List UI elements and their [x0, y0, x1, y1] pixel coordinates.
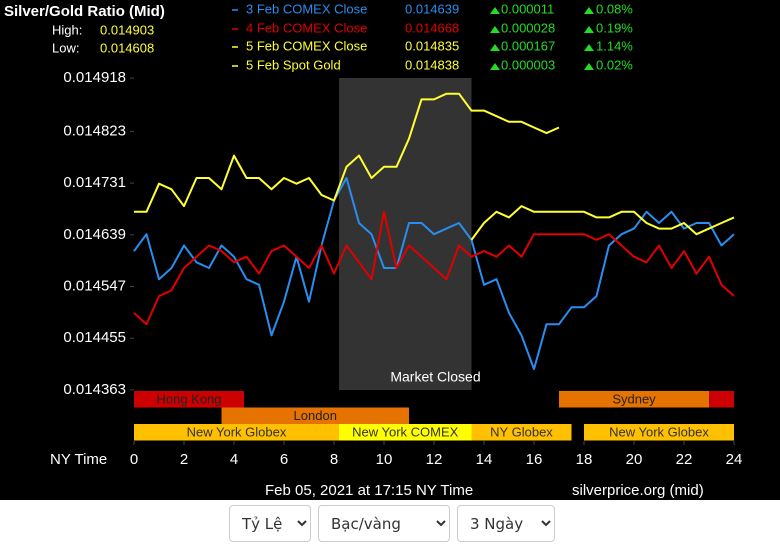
series-line — [133, 210, 735, 326]
chart-title: Silver/Gold Ratio (Mid) — [4, 3, 165, 20]
y-tick-label: 0.014455 — [63, 329, 126, 346]
y-tick-label: 0.014363 — [63, 381, 126, 398]
legend-change: 0.000167 — [501, 38, 555, 53]
session-label: NY Globex — [490, 425, 553, 440]
legend-change: 0.000011 — [501, 1, 554, 16]
y-tick-label: 0.014547 — [63, 277, 126, 294]
market-closed-label: Market Closed — [390, 369, 480, 385]
session-bar — [584, 424, 734, 441]
legend-change: 0.000003 — [501, 57, 555, 72]
high-label: High: — [52, 22, 82, 37]
legend-name: 4 Feb COMEX Close — [246, 20, 367, 35]
legend-pct: 1.14% — [596, 38, 633, 53]
x-tick-label: 6 — [280, 451, 288, 468]
footer-source: silverprice.org (mid) — [572, 482, 704, 499]
session-bar — [221, 407, 409, 424]
x-tick-label: 0 — [130, 451, 138, 468]
select-range[interactable]: 3 Ngày — [457, 505, 555, 542]
up-arrow — [584, 44, 594, 51]
session-bar — [134, 391, 244, 408]
legend-name: 5 Feb Spot Gold — [246, 57, 341, 72]
legend-name: 5 Feb COMEX Close — [246, 38, 367, 53]
legend-pct: 0.02% — [596, 57, 633, 72]
legend-close: 0.014835 — [405, 38, 459, 53]
legend-change: 0.000028 — [501, 20, 555, 35]
legend-close: 0.014668 — [405, 20, 459, 35]
up-arrow — [490, 26, 500, 33]
session-bar — [134, 424, 339, 441]
low-label: Low: — [52, 40, 79, 55]
series-line — [133, 177, 735, 371]
select-metal[interactable]: Bạc/vàng — [318, 505, 450, 542]
legend-close: 0.014639 — [405, 1, 459, 16]
x-tick-label: 16 — [526, 451, 543, 468]
session-bar — [471, 424, 572, 441]
y-tick-label: 0.014823 — [63, 122, 126, 139]
session-label: London — [294, 408, 337, 423]
legend-name: 3 Feb COMEX Close — [246, 1, 367, 16]
x-tick-label: 24 — [726, 451, 743, 468]
x-tick-label: 12 — [426, 451, 443, 468]
controls: Tỷ Lệ Bạc/vàng 3 Ngày — [229, 505, 555, 542]
y-tick-label: 0.014639 — [63, 226, 126, 243]
session-label: Hong Kong — [156, 392, 221, 407]
up-arrow — [490, 63, 500, 70]
high-value: 0.014903 — [100, 22, 154, 37]
session-bar — [559, 391, 709, 408]
up-arrow — [584, 7, 594, 14]
session-bar — [339, 424, 472, 441]
session-label: New York COMEX — [352, 425, 459, 440]
session-label: Sydney — [612, 392, 656, 407]
low-value: 0.014608 — [100, 40, 154, 55]
chart: Silver/Gold Ratio (Mid) High: 0.014903 L… — [0, 0, 780, 500]
legend-pct: 0.19% — [596, 20, 633, 35]
footer-date: Feb 05, 2021 at 17:15 NY Time — [265, 482, 473, 499]
x-tick-label: 8 — [330, 451, 338, 468]
up-arrow — [490, 44, 500, 51]
x-axis-label: NY Time — [50, 451, 107, 468]
session-label: New York Globex — [609, 425, 709, 440]
x-tick-label: 10 — [376, 451, 393, 468]
x-tick-label: 4 — [230, 451, 238, 468]
series-line — [134, 92, 560, 213]
y-tick-label: 0.014918 — [63, 69, 126, 86]
select-type[interactable]: Tỷ Lệ — [229, 505, 311, 542]
up-arrow — [584, 26, 594, 33]
x-tick-label: 20 — [626, 451, 643, 468]
x-tick-label: 22 — [676, 451, 693, 468]
y-tick-label: 0.014731 — [63, 174, 126, 191]
up-arrow — [490, 7, 500, 14]
x-tick-label: 2 — [180, 451, 188, 468]
legend-pct: 0.08% — [596, 1, 633, 16]
x-tick-label: 14 — [476, 451, 493, 468]
x-tick-label: 18 — [576, 451, 593, 468]
series-line — [470, 205, 735, 241]
legend-close: 0.014838 — [405, 57, 459, 72]
session-label: New York Globex — [187, 425, 287, 440]
up-arrow — [584, 63, 594, 70]
